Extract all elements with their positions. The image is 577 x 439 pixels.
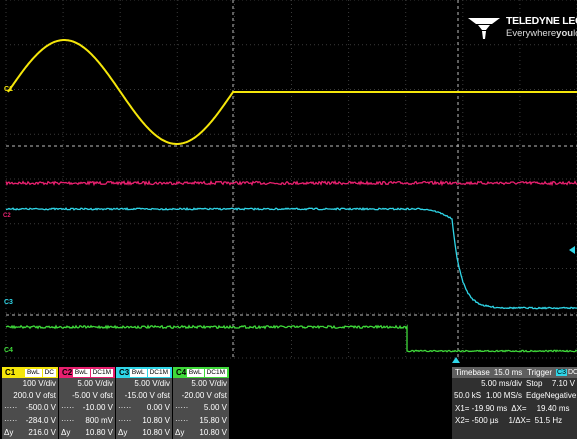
channel-c3-box[interactable]: C3 BwL DC1M 5.00 V/div -15.00 V ofst ···… [116, 367, 172, 439]
cursor-measurements: X1= -19.90 ms ΔX= 19.40 ms X2= -500 µs 1… [452, 403, 577, 427]
timebase-label: Timebase [455, 368, 490, 377]
channel-name: C4 [176, 368, 187, 377]
channel-c4-body: 5.00 V/div -20.00 V ofst ····· 5.00 V ···… [173, 378, 229, 439]
cursor-1-value: -500.0 V [25, 403, 56, 413]
trigger-mode: Stop [526, 379, 543, 388]
info-panel: C1 BwL DC 100 V/div 200.0 V ofst ····· -5… [0, 364, 577, 439]
c2-offset-marker[interactable]: C2 [3, 213, 11, 219]
volts-per-div: 100 V/div [22, 379, 56, 388]
trigger-label: Trigger [527, 368, 553, 377]
channel-c1-header[interactable]: C1 BwL DC [2, 367, 58, 378]
sample-count: 50.0 kS [454, 391, 482, 401]
trigger-position-marker[interactable] [452, 357, 460, 363]
channel-c2-box[interactable]: C2 BwL DC1M 5.00 V/div -5.00 V ofst ····… [59, 367, 115, 439]
time-per-div: 5.00 ms/div [481, 379, 522, 388]
channel-c4-header[interactable]: C4 BwL DC1M [173, 367, 229, 378]
teledyne-logo-icon [468, 18, 500, 39]
offset-value: -20.00 V ofst [181, 391, 227, 401]
c1-offset-marker[interactable]: C1 [4, 86, 13, 93]
bandwidth-tag: BwL [24, 368, 42, 377]
waveform-grid [5, 0, 577, 359]
delta-x-value: 19.40 ms [536, 404, 570, 413]
delta-y-value: 216.0 V [28, 427, 56, 437]
offset-value: -5.00 V ofst [72, 391, 113, 401]
coupling-tag: DC1M [90, 368, 113, 377]
channel-name: C1 [5, 368, 16, 377]
cursor-x1: X1= -19.90 ms [455, 404, 508, 413]
delta-x-label: ΔX= [511, 404, 527, 413]
bandwidth-tag: BwL [72, 368, 90, 377]
cursor-1-value: 0.00 V [146, 403, 170, 413]
trace-c3 [5, 207, 577, 310]
c3-offset-marker[interactable]: C3 [4, 299, 13, 306]
delta-y-value: 10.80 V [199, 427, 227, 437]
brand-logo: TELEDYNE LECROY Everywhereyoulook™ [466, 14, 577, 44]
volts-per-div: 5.00 V/div [134, 379, 170, 388]
c4-offset-marker[interactable]: C4 [4, 347, 13, 354]
trigger-level: 7.10 V [551, 379, 575, 388]
cursor-1-value: -10.00 V [82, 403, 113, 413]
inverse-delta-x-value: 51.5 Hz [534, 416, 563, 425]
channel-c3-body: 5.00 V/div -15.00 V ofst ····· 0.00 V ···… [116, 378, 172, 439]
volts-per-div: 5.00 V/div [77, 379, 113, 388]
channel-c1-box[interactable]: C1 BwL DC 100 V/div 200.0 V ofst ····· -5… [2, 367, 58, 439]
trace-c1 [7, 39, 577, 145]
channel-name: C3 [119, 368, 130, 377]
cursor-2-value: 10.80 V [142, 415, 170, 425]
channel-c3-header[interactable]: C3 BwL DC1M [116, 367, 172, 378]
channel-name: C2 [62, 368, 73, 377]
trace-c2 [5, 179, 577, 187]
offset-value: -15.00 V ofst [124, 391, 170, 401]
trigger-coupling: DC [568, 369, 577, 376]
trigger-type: Edge [526, 391, 545, 401]
brand-name: TELEDYNE LECROY [506, 15, 577, 27]
coupling-tag: DC1M [204, 368, 227, 377]
inverse-delta-x-label: 1/ΔX= [508, 416, 531, 425]
delta-y-value: 10.80 V [142, 427, 170, 437]
channel-c4-box[interactable]: C4 BwL DC1M 5.00 V/div -20.00 V ofst ···… [173, 367, 229, 439]
offset-value: 200.0 V ofst [13, 391, 56, 401]
sample-rate: 1.00 MS/s [485, 391, 522, 401]
trigger-source: C3 [556, 369, 567, 376]
cursor-2-value: -284.0 V [25, 415, 56, 425]
timebase-value: 15.0 ms [493, 368, 523, 377]
brand-tagline: Everywhereyoulook™ [506, 28, 577, 40]
trigger-level-marker[interactable] [569, 246, 575, 254]
channel-c2-body: 5.00 V/div -5.00 V ofst ····· -10.00 V ··… [59, 378, 115, 439]
trace-c4 [5, 324, 577, 353]
bandwidth-tag: BwL [186, 368, 204, 377]
timebase-header[interactable]: Timebase 15.0 ms [452, 367, 524, 378]
cursor-2-value: 800 mV [85, 415, 113, 425]
cursor-2-value: 15.80 V [199, 415, 227, 425]
trigger-header[interactable]: Trigger C3 DC [524, 367, 577, 378]
bandwidth-tag: BwL [129, 368, 147, 377]
channel-c1-body: 100 V/div 200.0 V ofst ····· -500.0 V ···… [2, 378, 58, 439]
waveform-display[interactable]: TELEDYNE LECROY Everywhereyoulook™ C1 C2… [0, 0, 577, 364]
cursor-x2: X2= -500 µs [455, 416, 499, 425]
trigger-slope: Negative [544, 391, 577, 401]
coupling-tag: DC [42, 368, 56, 377]
cursor-1-value: 5.00 V [203, 403, 227, 413]
coupling-tag: DC1M [147, 368, 170, 377]
channel-c2-header[interactable]: C2 BwL DC1M [59, 367, 115, 378]
volts-per-div: 5.00 V/div [191, 379, 227, 388]
delta-y-value: 10.80 V [85, 427, 113, 437]
